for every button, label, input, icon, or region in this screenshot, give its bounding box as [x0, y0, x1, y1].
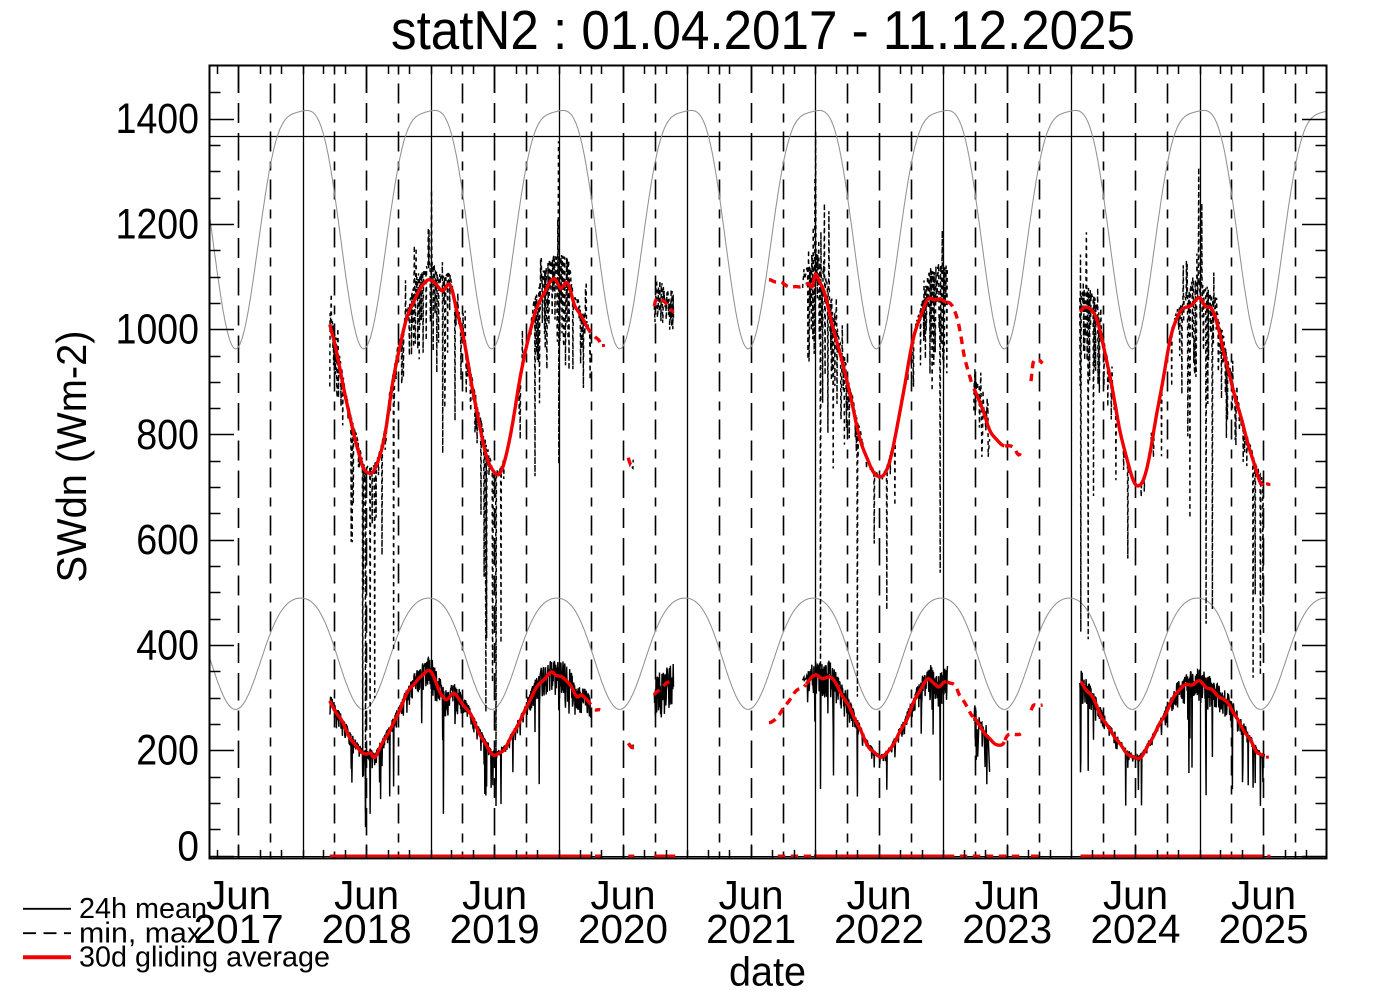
svg-text:2024: 2024: [1091, 906, 1181, 952]
svg-text:1400: 1400: [116, 95, 199, 143]
svg-text:statN2 : 01.04.2017 - 11.12.20: statN2 : 01.04.2017 - 11.12.2025: [391, 0, 1135, 61]
svg-text:date: date: [729, 948, 806, 992]
svg-text:2023: 2023: [962, 906, 1052, 952]
svg-text:800: 800: [136, 411, 199, 459]
svg-text:Jun: Jun: [719, 872, 784, 918]
svg-text:Jun: Jun: [975, 872, 1040, 918]
svg-text:SWdn (Wm-2): SWdn (Wm-2): [48, 331, 95, 583]
svg-text:0: 0: [177, 822, 199, 870]
svg-text:Jun: Jun: [591, 872, 656, 918]
svg-text:400: 400: [136, 621, 199, 669]
svg-text:2019: 2019: [450, 906, 540, 952]
svg-text:Jun: Jun: [1231, 872, 1296, 918]
svg-text:200: 200: [136, 727, 199, 775]
svg-text:2017: 2017: [194, 906, 284, 952]
svg-text:600: 600: [136, 516, 199, 564]
svg-text:Jun: Jun: [206, 872, 271, 918]
svg-text:1200: 1200: [116, 200, 199, 248]
svg-text:Jun: Jun: [847, 872, 912, 918]
svg-text:min, max: min, max: [79, 918, 203, 950]
svg-text:2022: 2022: [834, 906, 924, 952]
svg-text:2021: 2021: [706, 906, 796, 952]
svg-text:2018: 2018: [322, 906, 412, 952]
svg-text:Jun: Jun: [334, 872, 399, 918]
svg-text:Jun: Jun: [462, 872, 527, 918]
svg-text:24h mean: 24h mean: [79, 893, 207, 925]
svg-text:2020: 2020: [578, 906, 668, 952]
svg-text:30d gliding average: 30d gliding average: [79, 942, 330, 974]
svg-text:Jun: Jun: [1103, 872, 1168, 918]
svg-text:2025: 2025: [1219, 906, 1309, 952]
svg-text:1000: 1000: [116, 306, 199, 354]
